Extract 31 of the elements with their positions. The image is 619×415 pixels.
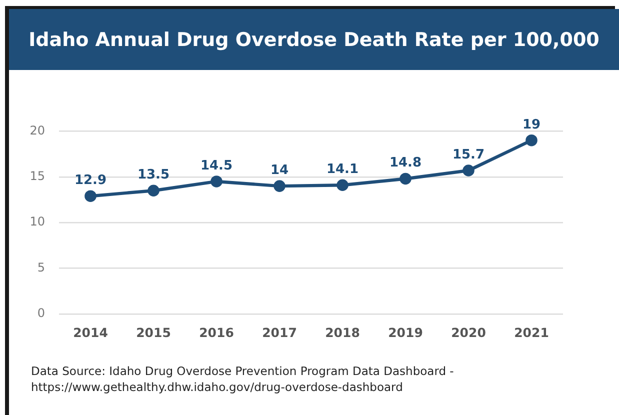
data-label: 13.5	[137, 168, 170, 183]
x-tick-label: 2017	[262, 324, 297, 340]
data-label: 15.7	[452, 148, 485, 162]
data-label: 19	[522, 117, 541, 132]
data-label: 14.1	[326, 162, 359, 178]
point	[274, 180, 286, 192]
y-tick-label: 5	[37, 260, 45, 274]
data-label: 14	[270, 163, 289, 178]
source-note: Data Source: Idaho Drug Overdose Prevention Program Data Dashboard - https://www.gethealthy.dhw.idaho.gov/drug-overdose-dashboard	[31, 363, 455, 395]
data-label: 14.5	[200, 158, 233, 174]
point	[148, 184, 160, 197]
point	[336, 179, 348, 192]
x-tick-label: 2019	[388, 324, 423, 340]
x-tick-label: 2014	[73, 324, 108, 340]
y-tick-label: 20	[30, 123, 45, 138]
point	[400, 172, 412, 185]
point	[526, 134, 538, 146]
data-label: 14.8	[389, 156, 422, 171]
point	[462, 164, 474, 176]
y-tick-label: 0	[37, 306, 45, 320]
y-tick-label: 10	[30, 214, 45, 229]
x-tick-label: 2016	[199, 324, 234, 340]
chart-title: Idaho Annual Drug Overdose Death Rate per 100,000	[28, 28, 600, 50]
point	[84, 190, 96, 202]
x-tick-label: 2021	[514, 324, 549, 340]
data-label: 12.9	[74, 173, 107, 188]
x-tick-label: 2020	[451, 324, 486, 340]
y-tick-label: 15	[30, 169, 45, 184]
point	[210, 176, 222, 188]
x-tick-label: 2018	[325, 324, 360, 340]
x-tick-label: 2015	[136, 324, 171, 340]
